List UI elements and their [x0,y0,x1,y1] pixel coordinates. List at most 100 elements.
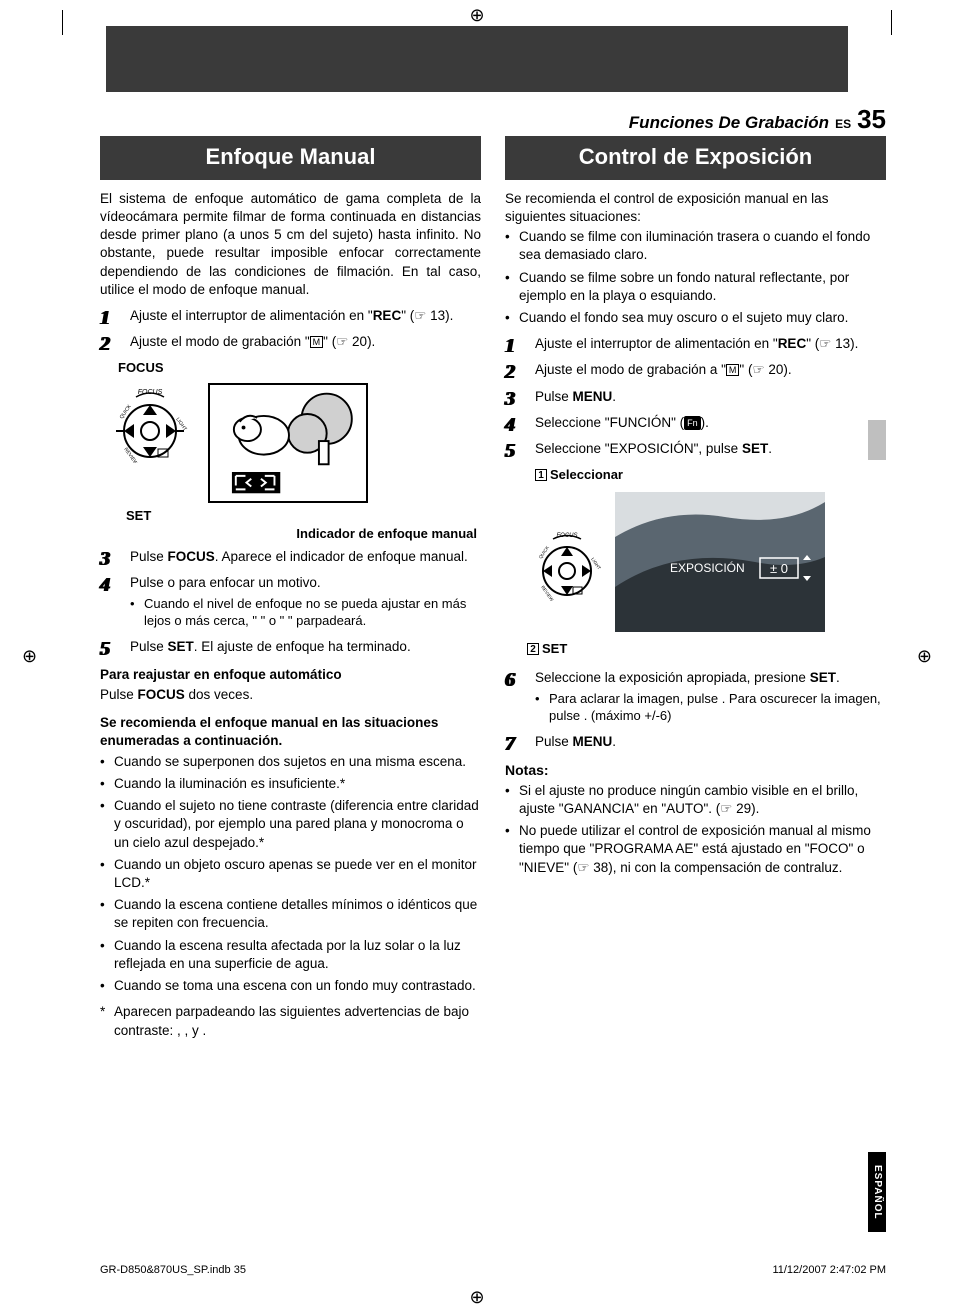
figure-focus: FOCUS FOCUS [100,359,481,542]
text: Seleccione "EXPOSICIÓN", pulse [535,441,742,456]
step-1: 1 Ajuste el interruptor de alimentación … [505,335,886,353]
content-columns: Enfoque Manual El sistema de enfoque aut… [100,136,886,1232]
set-button-label: SET [168,639,194,654]
header-lang-code: ES [835,116,851,132]
text: Pulse [100,687,138,702]
crop-mark [62,10,63,35]
step-5: 5 Seleccione "EXPOSICIÓN", pulse SET. [505,440,886,458]
text: . Aparece el indicador de enfoque manual… [215,549,468,564]
set-label: SET [126,507,481,525]
recom-list: Cuando se superponen dos sujetos en una … [100,753,481,996]
sub-bullet: Cuando el nivel de enfoque no se pueda a… [130,595,481,630]
step-6-sub: Para aclarar la imagen, pulse . Para osc… [535,690,886,725]
footer-timestamp: 11/12/2007 2:47:02 PM [772,1263,886,1278]
text: . [612,389,616,404]
svg-text:FOCUS: FOCUS [138,389,163,396]
header-page-number: 35 [857,102,886,137]
intro-list-right: Cuando se filme con iluminación trasera … [505,228,886,327]
list-item: No puede utilizar el control de exposici… [505,822,886,877]
m-mode-icon: M [310,336,324,348]
focus-button-label: FOCUS [168,549,215,564]
figure-exposure: 1Seleccionar [505,466,886,657]
text: Seleccionar [550,467,623,482]
step-text: Pulse MENU. [535,389,616,404]
step-text: Seleccione la exposición apropiada, pres… [535,670,840,685]
intro-right: Se recomienda el control de exposición m… [505,190,886,226]
step-number-icon: 1 [100,305,110,332]
text: " (☞ 20). [739,362,791,377]
step-4-sub: Cuando el nivel de enfoque no se pueda a… [130,595,481,630]
step-number-icon: 4 [100,572,110,599]
sub-bullet: Para aclarar la imagen, pulse . Para osc… [535,690,886,725]
steps-list-right-2: 6 Seleccione la exposición apropiada, pr… [505,669,886,751]
text: . [768,441,772,456]
steps-list-left: 1 Ajuste el interruptor de alimentación … [100,307,481,351]
step-7: 7 Pulse MENU. [505,733,886,751]
list-item: Cuando se filme sobre un fondo natural r… [505,269,886,305]
set-label-2: 2SET [527,640,886,658]
text: Pulse [535,389,573,404]
step-text: Pulse MENU. [535,734,616,749]
exposure-screen: EXPOSICIÓN ± 0 [615,492,825,632]
notes-heading: Notas: [505,761,886,780]
step-2: 2 Ajuste el modo de grabación a "M" (☞ 2… [505,361,886,379]
step-number-icon: 6 [505,667,515,694]
figure-caption: Indicador de enfoque manual [100,525,477,543]
text: " (☞ 13). [806,336,858,351]
svg-text:FOCUS: FOCUS [557,533,578,539]
rec-label: REC [778,336,807,351]
text: . El ajuste de enfoque ha terminado. [194,639,411,654]
steps-list-right: 1 Ajuste el interruptor de alimentación … [505,335,886,458]
text: SET [542,641,567,656]
step-text: Pulse SET. El ajuste de enfoque ha termi… [130,639,411,654]
text: Ajuste el interruptor de alimentación en… [535,336,778,351]
step-4: 4 Seleccione "FUNCIÓN" (Fn). [505,414,886,432]
list-item: Cuando se superponen dos sujetos en una … [100,753,481,771]
step-number-icon: 3 [100,546,110,573]
step-number-icon: 5 [100,636,110,663]
list-item: Cuando la escena resulta afectada por la… [100,937,481,973]
registration-mark-icon: ⊕ [917,647,932,665]
step-text: Ajuste el modo de grabación a "M" (☞ 20)… [535,362,792,377]
step-number-icon: 2 [100,331,110,358]
step-text: Pulse o para enfocar un motivo. [130,575,321,590]
registration-mark-icon: ⊕ [22,647,37,665]
step-text: Ajuste el modo de grabación "M" (☞ 20). [130,334,375,349]
text: . [612,734,616,749]
list-item: Cuando el fondo sea muy oscuro o el suje… [505,309,886,327]
text: Seleccione la exposición apropiada, pres… [535,670,810,685]
screen-label-text: EXPOSICIÓN [670,560,745,575]
page: ⊕ ⊕ ⊕ ⊕ Funciones De Grabación ES 35 ESP… [0,0,954,1312]
dpad-small: FOCUS QUICK REVIEW LIGHT [527,527,597,597]
list-item: Cuando se toma una escena con un fondo m… [100,977,481,995]
text: Pulse [130,639,168,654]
section-title-enfoque: Enfoque Manual [100,136,481,180]
fn-icon: Fn [684,416,701,430]
reajust-body: Pulse FOCUS dos veces. [100,686,481,704]
scene-illustration [208,383,368,503]
column-left: Enfoque Manual El sistema de enfoque aut… [100,136,481,1232]
text: Ajuste el modo de grabación " [130,334,310,349]
recom-heading: Se recomienda el enfoque manual en las s… [100,714,481,750]
asterisk-note: Aparecen parpadeando las siguientes adve… [100,1003,481,1039]
text: Ajuste el modo de grabación a " [535,362,726,377]
rec-label: REC [373,308,402,323]
text: dos veces. [185,687,253,702]
list-item: Cuando la escena contiene detalles mínim… [100,896,481,932]
m-mode-icon: M [726,364,740,376]
section-title-exposicion: Control de Exposición [505,136,886,180]
step-text: Pulse FOCUS. Aparece el indicador de enf… [130,549,468,564]
steps-list-left-2: 3 Pulse FOCUS. Aparece el indicador de e… [100,548,481,656]
set-button-label: SET [810,670,836,685]
step-1: 1 Ajuste el interruptor de alimentación … [100,307,481,325]
column-right: Control de Exposición Se recomienda el c… [505,136,886,1232]
text: Pulse [535,734,573,749]
footer-filename: GR-D850&870US_SP.indb 35 [100,1263,246,1278]
text: Seleccione "FUNCIÓN" ( [535,415,684,430]
intro-paragraph: El sistema de enfoque automático de gama… [100,190,481,299]
step-text: Ajuste el interruptor de alimentación en… [130,308,453,323]
registration-mark-icon: ⊕ [469,1288,484,1306]
step-number-icon: 4 [505,412,515,439]
menu-button-label: MENU [573,734,613,749]
list-item: Cuando la iluminación es insuficiente.* [100,775,481,793]
